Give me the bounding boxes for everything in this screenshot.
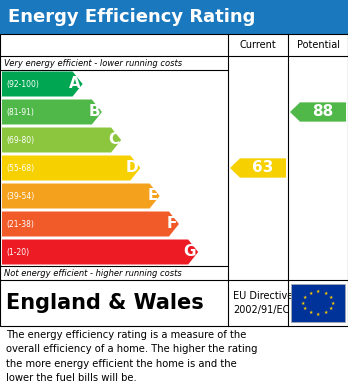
Bar xyxy=(0,0,348,34)
Text: Very energy efficient - lower running costs: Very energy efficient - lower running co… xyxy=(4,59,182,68)
Polygon shape xyxy=(290,102,346,122)
Text: (92-100): (92-100) xyxy=(6,79,39,88)
Text: ★: ★ xyxy=(308,310,313,316)
Polygon shape xyxy=(230,158,286,178)
Text: (69-80): (69-80) xyxy=(6,136,34,145)
Text: Current: Current xyxy=(240,40,276,50)
Polygon shape xyxy=(2,72,82,97)
Polygon shape xyxy=(2,183,160,208)
Text: ★: ★ xyxy=(316,312,320,317)
Text: ★: ★ xyxy=(301,301,305,305)
Text: Potential: Potential xyxy=(296,40,340,50)
Text: C: C xyxy=(108,133,119,147)
Text: F: F xyxy=(167,217,177,231)
Text: EU Directive
2002/91/EC: EU Directive 2002/91/EC xyxy=(233,291,293,315)
Text: ★: ★ xyxy=(329,295,333,300)
Text: (55-68): (55-68) xyxy=(6,163,34,172)
Text: (39-54): (39-54) xyxy=(6,192,34,201)
Text: ★: ★ xyxy=(303,295,307,300)
Text: E: E xyxy=(147,188,158,203)
Text: Not energy efficient - higher running costs: Not energy efficient - higher running co… xyxy=(4,269,182,278)
Text: A: A xyxy=(69,77,81,91)
Text: ★: ★ xyxy=(323,310,328,316)
Text: ★: ★ xyxy=(303,306,307,311)
Polygon shape xyxy=(2,99,102,124)
Text: ★: ★ xyxy=(331,301,335,305)
Text: (1-20): (1-20) xyxy=(6,248,29,256)
Polygon shape xyxy=(2,212,179,237)
Text: 88: 88 xyxy=(313,104,334,120)
Text: (81-91): (81-91) xyxy=(6,108,34,117)
Text: (21-38): (21-38) xyxy=(6,219,34,228)
Text: England & Wales: England & Wales xyxy=(6,293,204,313)
Text: ★: ★ xyxy=(316,289,320,294)
Text: The energy efficiency rating is a measure of the
overall efficiency of a home. T: The energy efficiency rating is a measur… xyxy=(6,330,258,383)
Polygon shape xyxy=(2,240,198,264)
Text: Energy Efficiency Rating: Energy Efficiency Rating xyxy=(8,8,255,26)
Polygon shape xyxy=(2,156,140,181)
Text: D: D xyxy=(126,160,139,176)
Text: ★: ★ xyxy=(329,306,333,311)
Bar xyxy=(0,34,348,326)
Text: ★: ★ xyxy=(308,291,313,296)
Text: G: G xyxy=(184,244,196,260)
Text: 63: 63 xyxy=(252,160,274,176)
Bar xyxy=(291,284,345,322)
Polygon shape xyxy=(2,127,121,152)
Text: B: B xyxy=(88,104,100,120)
Text: ★: ★ xyxy=(323,291,328,296)
